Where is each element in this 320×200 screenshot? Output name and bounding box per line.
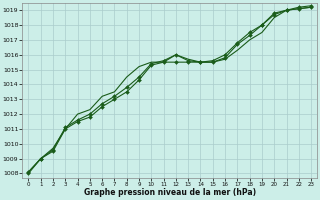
- X-axis label: Graphe pression niveau de la mer (hPa): Graphe pression niveau de la mer (hPa): [84, 188, 256, 197]
